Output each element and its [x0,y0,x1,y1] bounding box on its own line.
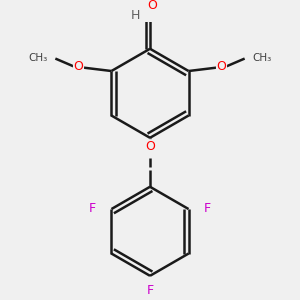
Text: F: F [89,202,96,214]
Text: F: F [146,284,154,297]
Text: CH₃: CH₃ [28,53,47,63]
Text: O: O [145,140,155,153]
Text: F: F [204,202,211,214]
Text: O: O [74,60,83,73]
Text: H: H [131,9,140,22]
Text: CH₃: CH₃ [253,53,272,63]
Text: O: O [147,0,157,12]
Text: O: O [217,60,226,73]
